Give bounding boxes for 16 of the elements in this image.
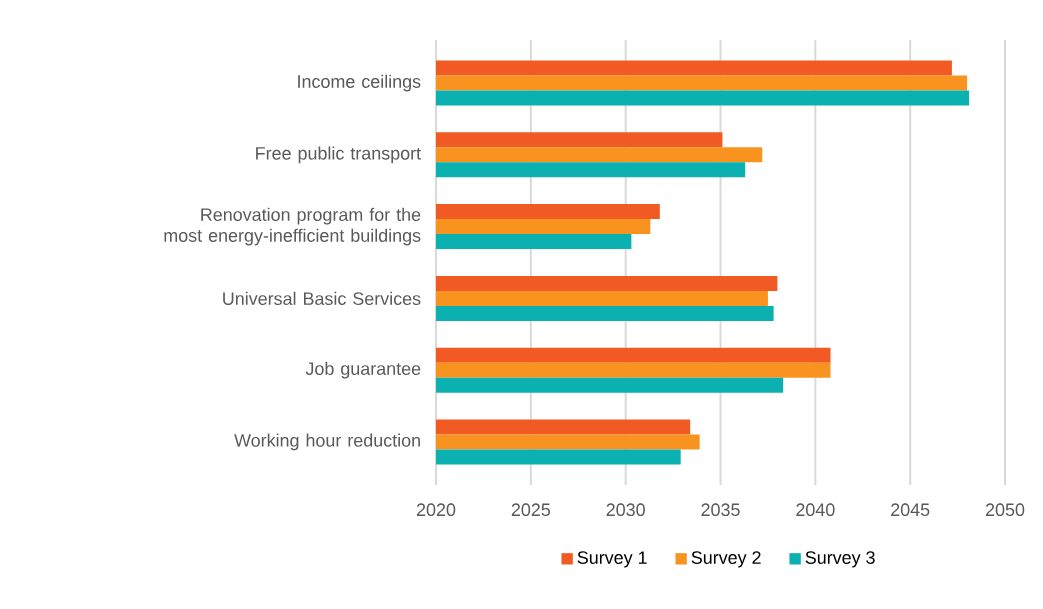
legend-label: Survey 2 xyxy=(691,551,761,568)
y-tick-label: Job guarantee xyxy=(305,361,421,379)
x-tick-label: 2025 xyxy=(511,503,551,517)
legend-label: Survey 1 xyxy=(577,551,647,568)
x-tick-label: 2035 xyxy=(701,503,740,517)
y-tick-label: Free public transport xyxy=(256,146,421,164)
legend-label: Survey 3 xyxy=(805,551,875,568)
y-tick-label: Renovation program for the most energy-inefficient buildings xyxy=(164,207,421,246)
y-tick-label: Universal Basic Services xyxy=(223,291,421,305)
x-tick-label: 2030 xyxy=(606,503,645,517)
x-tick-label: 2045 xyxy=(891,503,930,517)
x-tick-label: 2040 xyxy=(796,503,835,517)
x-tick-label: 2050 xyxy=(985,503,1025,517)
y-tick-label: Working hour reduction xyxy=(234,433,420,451)
x-tick-label: 2020 xyxy=(416,503,456,517)
y-tick-label: Income ceilings xyxy=(298,74,421,92)
